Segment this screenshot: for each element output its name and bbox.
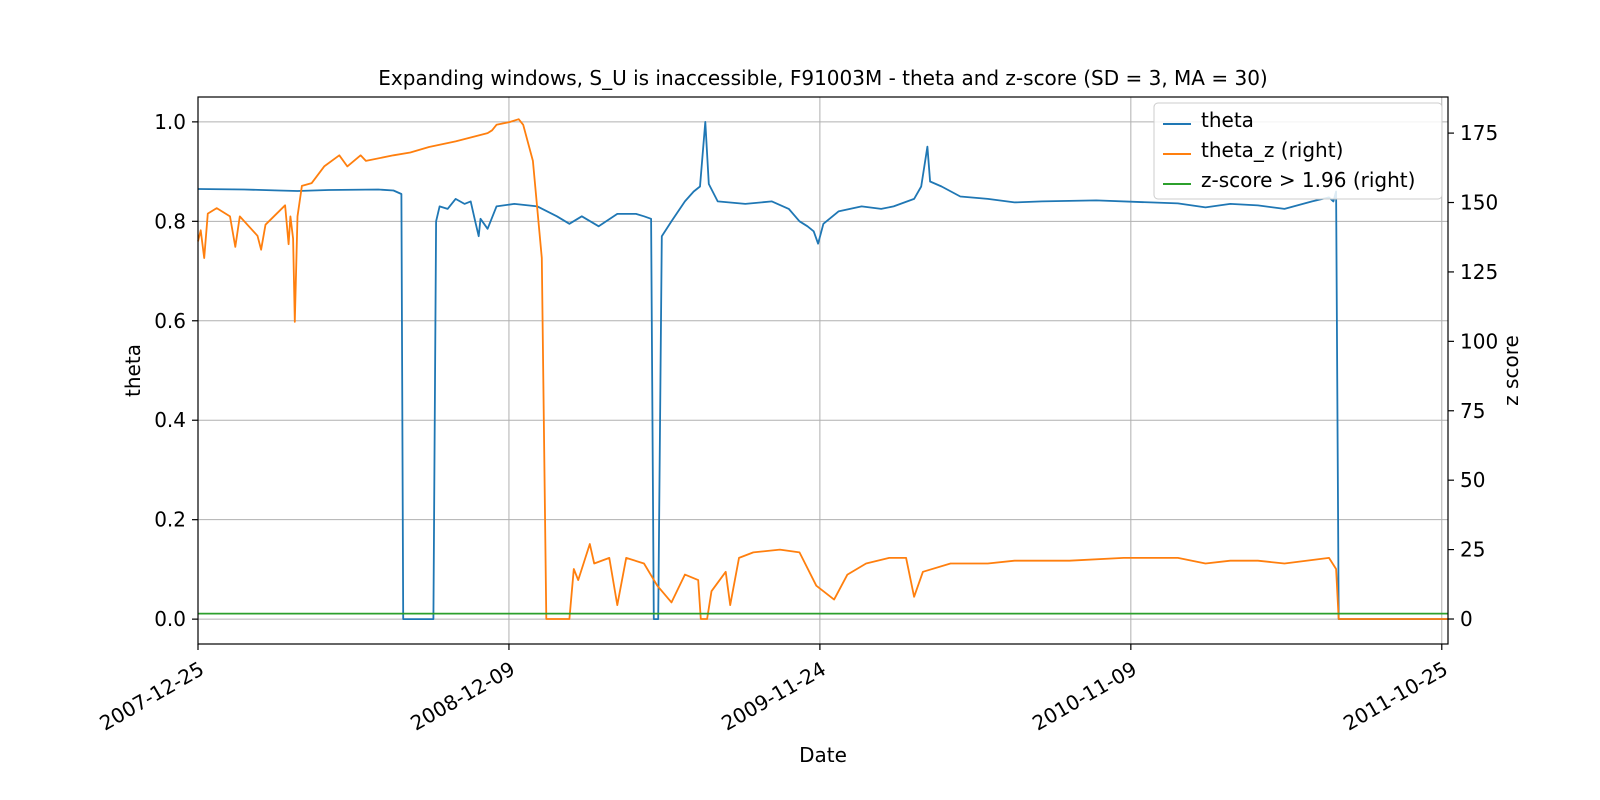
y2-tick-label: 0 <box>1460 607 1473 631</box>
y2-tick-label: 150 <box>1460 191 1498 215</box>
y-axis-title: theta <box>121 344 145 397</box>
x-tick-label: 2007-12-25 <box>95 657 208 736</box>
y-tick-label: 1.0 <box>154 110 186 134</box>
legend-box <box>1153 102 1443 200</box>
x-axis-title: Date <box>799 743 847 767</box>
x-tick-label: 2011-10-25 <box>1339 657 1452 736</box>
y2-tick-label: 100 <box>1460 329 1498 353</box>
y-tick-label: 0.0 <box>154 607 186 631</box>
chart-title: Expanding windows, S_U is inaccessible, … <box>378 66 1267 90</box>
x-tick-label: 2008-12-09 <box>406 657 519 736</box>
y-axis-left: 0.0 0.2 0.4 0.6 0.8 1.0 <box>154 110 198 631</box>
series-layer <box>197 118 1448 620</box>
y2-tick-label: 25 <box>1460 538 1485 562</box>
y-tick-label: 0.4 <box>154 408 186 432</box>
series-line-1 <box>197 121 1448 620</box>
legend: theta theta_z (right) z-score > 1.96 (righ… <box>1153 102 1443 200</box>
legend-label: theta_z (right) <box>1201 138 1343 162</box>
legend-label: z-score > 1.96 (right) <box>1201 168 1415 192</box>
x-axis: 2007-12-25 2008-12-09 2009-11-24 2010-11-09… <box>95 644 1452 736</box>
series-line-2 <box>197 118 1448 620</box>
y-tick-label: 0.8 <box>154 209 186 233</box>
x-tick-label: 2009-11-24 <box>717 657 830 736</box>
y2-tick-label: 50 <box>1460 468 1485 492</box>
y-tick-label: 0.2 <box>154 508 186 532</box>
y2-tick-label: 75 <box>1460 399 1485 423</box>
x-tick-label: 2010-11-09 <box>1028 657 1141 736</box>
y2-tick-label: 175 <box>1460 121 1498 145</box>
y-axis-right: 0 25 50 75 100 125 150 175 <box>1448 121 1498 631</box>
plot-frame <box>197 96 1449 645</box>
y2-axis-title: z score <box>1499 335 1523 406</box>
y-tick-label: 0.6 <box>154 309 186 333</box>
y2-tick-label: 125 <box>1460 260 1498 284</box>
legend-label: theta <box>1201 108 1254 132</box>
